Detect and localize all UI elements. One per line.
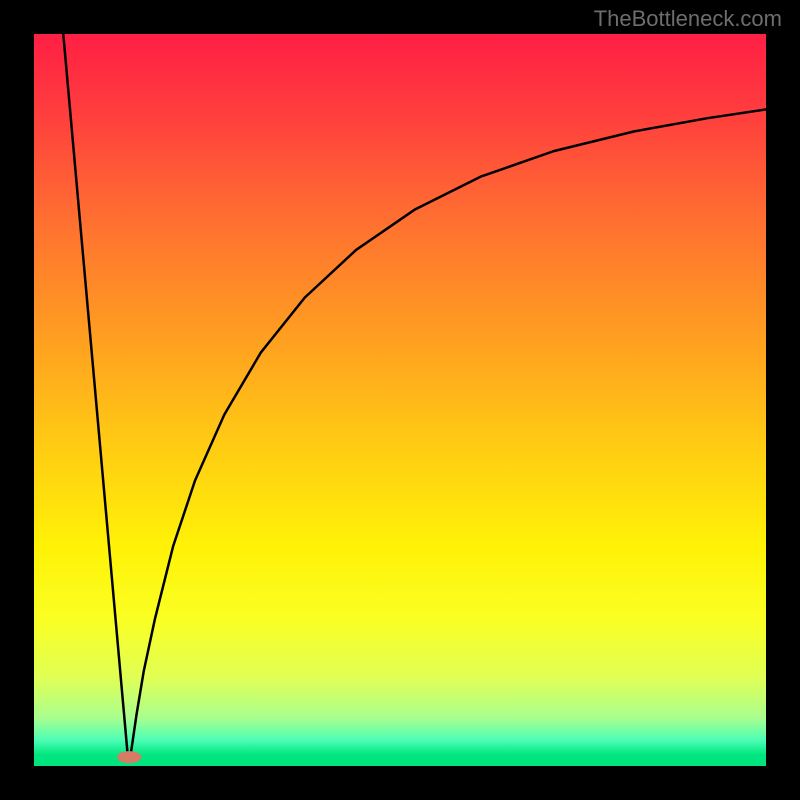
figure-root: TheBottleneck.com bbox=[0, 0, 800, 800]
curves-layer bbox=[34, 34, 766, 766]
minimum-marker bbox=[117, 751, 140, 763]
curve-left-branch bbox=[63, 34, 127, 755]
plot-area bbox=[34, 34, 766, 766]
curve-right-branch bbox=[131, 109, 766, 755]
watermark-text: TheBottleneck.com bbox=[594, 6, 782, 32]
